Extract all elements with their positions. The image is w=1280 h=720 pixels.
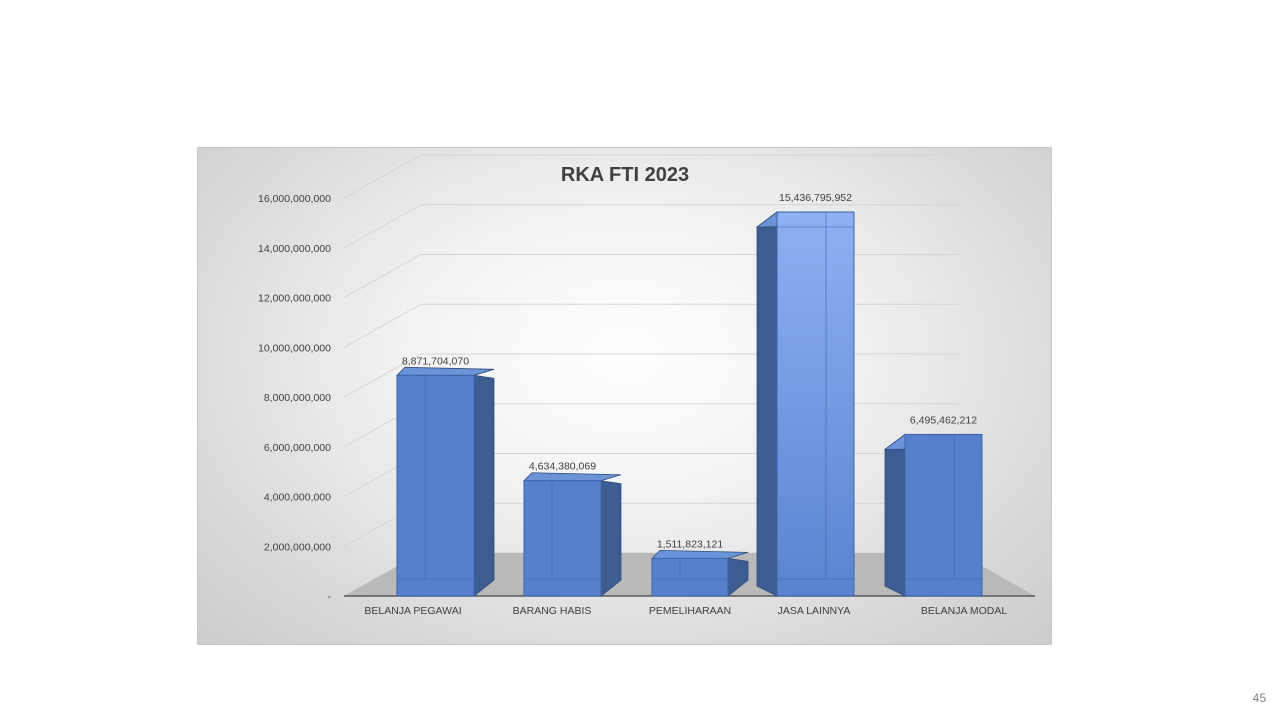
bar-front — [904, 433, 983, 597]
data-label: 8,871,704,070 — [402, 355, 469, 367]
data-label: 1,511,823,121 — [657, 538, 724, 550]
gridline-diagonal — [343, 254, 422, 298]
x-tick-label: JASA LAINNYA — [778, 605, 851, 617]
y-tick-label: 2,000,000,000 — [264, 541, 331, 553]
y-tick-label: 8,000,000,000 — [264, 392, 331, 404]
y-tick-label: 16,000,000,000 — [258, 193, 331, 205]
x-tick-label: BELANJA MODAL — [921, 605, 1008, 617]
y-tick-label: 6,000,000,000 — [264, 442, 331, 454]
bar-jasa-lainnya — [755, 211, 855, 597]
page-number: 45 — [1252, 691, 1266, 705]
x-tick-label: BARANG HABIS — [513, 605, 592, 617]
bar-belanja-modal — [883, 433, 983, 597]
chart-title: RKA FTI 2023 — [561, 164, 689, 186]
bar-chart: RKA FTI 2023 - 2,000,000,000 4,000,000,000… — [258, 154, 1035, 617]
y-tick-label: 12,000,000,000 — [258, 293, 331, 305]
bar-front — [523, 480, 602, 597]
bar-side — [600, 480, 622, 597]
y-tick-label: 4,000,000,000 — [264, 492, 331, 504]
data-label: 4,634,380,069 — [529, 461, 596, 473]
bar-front — [396, 374, 475, 597]
bar-pemeliharaan — [651, 549, 749, 597]
x-tick-label: BELANJA PEGAWAI — [364, 605, 461, 617]
bar-top — [523, 472, 622, 482]
y-tick-label: 10,000,000,000 — [258, 342, 331, 354]
data-label: 15,436,795,952 — [779, 192, 852, 204]
gridline-diagonal — [343, 154, 422, 199]
y-tick-label: 14,000,000,000 — [258, 243, 331, 255]
bar-front — [776, 211, 855, 597]
chart-area: RKA FTI 2023 - 2,000,000,000 4,000,000,000… — [197, 147, 1052, 645]
bar-front — [651, 557, 729, 597]
bar-top — [396, 366, 495, 376]
gridline-diagonal — [343, 204, 422, 249]
bar-barang-habis — [523, 472, 622, 597]
y-tick-label: - — [328, 591, 332, 603]
bar-side — [884, 433, 906, 597]
x-tick-label: PEMELIHARAAN — [649, 605, 731, 617]
bar-side — [473, 374, 495, 597]
gridline-diagonal — [343, 353, 422, 398]
gridline-diagonal — [343, 303, 422, 348]
data-label: 6,495,462,212 — [910, 414, 977, 426]
bar-side — [756, 211, 778, 597]
bar-belanja-pegawai — [396, 366, 495, 597]
